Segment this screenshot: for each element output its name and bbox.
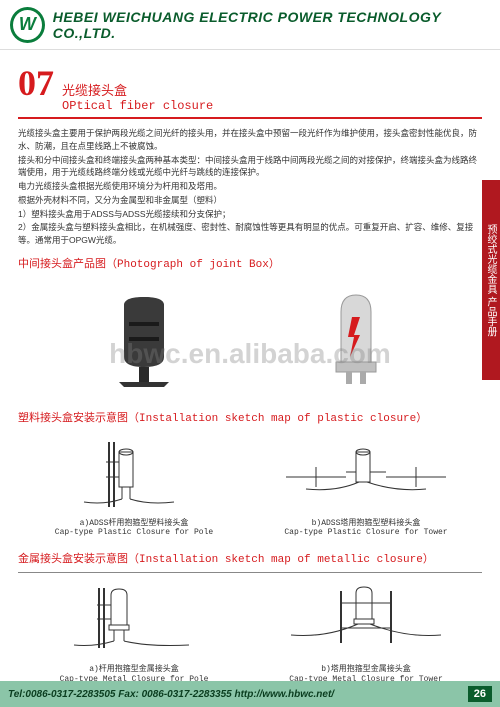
para-6: 2）金属接头盒与塑料接头盒相比，在机械强度、密封性、耐腐蚀性等更具有明显的优点。… — [18, 221, 482, 247]
plastic-b-en: Cap-type Plastic Closure for Tower — [266, 528, 466, 538]
section-title-en: OPtical fiber closure — [62, 99, 213, 113]
para-5: 1）塑料接头盒用于ADSS与ADSS光缆接续和分支保护； — [18, 208, 482, 221]
page-number: 26 — [468, 686, 492, 702]
plastic-b-cn: b)ADSS塔用抱箍型塑料接头盒 — [266, 519, 466, 529]
heading-photo: 中间接头盒产品图（Photograph of joint Box） — [18, 255, 482, 271]
divider-line — [18, 572, 482, 573]
section-header: 07 光缆接头盒 OPtical fiber closure — [18, 62, 482, 113]
metal-b-cn: b)塔用抱箍型金属接头盒 — [266, 665, 466, 675]
para-4: 根据外壳材料不同，又分为金属型和非金属型（塑料） — [18, 194, 482, 207]
heading-plastic: 塑料接头盒安装示意图（Installation sketch map of pl… — [18, 409, 482, 425]
section-title-cn: 光缆接头盒 — [62, 80, 213, 99]
header: W HEBEI WEICHUANG ELECTRIC POWER TECHNOL… — [0, 0, 500, 50]
plastic-a-en: Cap-type Plastic Closure for Pole — [34, 528, 234, 538]
divider-red — [18, 117, 482, 119]
logo-letter: W — [19, 14, 36, 35]
section-number: 07 — [18, 62, 54, 104]
plastic-sketch-row: a)ADSS杆用抱箍型塑料接头盒 Cap-type Plastic Closur… — [18, 431, 482, 544]
heading-metal: 金属接头盒安装示意图（Installation sketch map of me… — [18, 550, 482, 566]
photo-row — [18, 277, 482, 403]
plastic-sketch-b: b)ADSS塔用抱箍型塑料接头盒 Cap-type Plastic Closur… — [266, 437, 466, 538]
plastic-sketch-a: a)ADSS杆用抱箍型塑料接头盒 Cap-type Plastic Closur… — [34, 437, 234, 538]
footer-contact: Tel:0086-0317-2283505 Fax: 0086-0317-228… — [8, 689, 334, 700]
metal-sketch-row: a)杆用抱箍型金属接头盒 Cap-type Metal Closure for … — [18, 577, 482, 690]
para-1: 光缆接头盒主要用于保护两段光缆之间光纤的接头用，并在接头盒中预留一段光纤作为维护… — [18, 127, 482, 153]
metal-a-cn: a)杆用抱箍型金属接头盒 — [34, 665, 234, 675]
content-area: 07 光缆接头盒 OPtical fiber closure 光缆接头盒主要用于… — [0, 50, 500, 690]
product-photo-2 — [301, 285, 411, 395]
footer: Tel:0086-0317-2283505 Fax: 0086-0317-228… — [0, 681, 500, 707]
para-3: 电力光缆接头盒根据光缆使用环境分为杆用和及塔用。 — [18, 180, 482, 193]
product-photo-1 — [89, 285, 199, 395]
metal-sketch-b: b)塔用抱箍型金属接头盒 Cap-type Metal Closure for … — [266, 583, 466, 684]
company-name: HEBEI WEICHUANG ELECTRIC POWER TECHNOLOG… — [53, 9, 490, 41]
plastic-a-cn: a)ADSS杆用抱箍型塑料接头盒 — [34, 519, 234, 529]
body-text: 光缆接头盒主要用于保护两段光缆之间光纤的接头用，并在接头盒中预留一段光纤作为维护… — [18, 127, 482, 247]
para-2: 接头和分中间接头盒和终端接头盒两种基本类型：中间接头盒用于线路中间两段光缆之间的… — [18, 154, 482, 180]
metal-sketch-a: a)杆用抱箍型金属接头盒 Cap-type Metal Closure for … — [34, 583, 234, 684]
company-logo: W — [10, 7, 45, 43]
